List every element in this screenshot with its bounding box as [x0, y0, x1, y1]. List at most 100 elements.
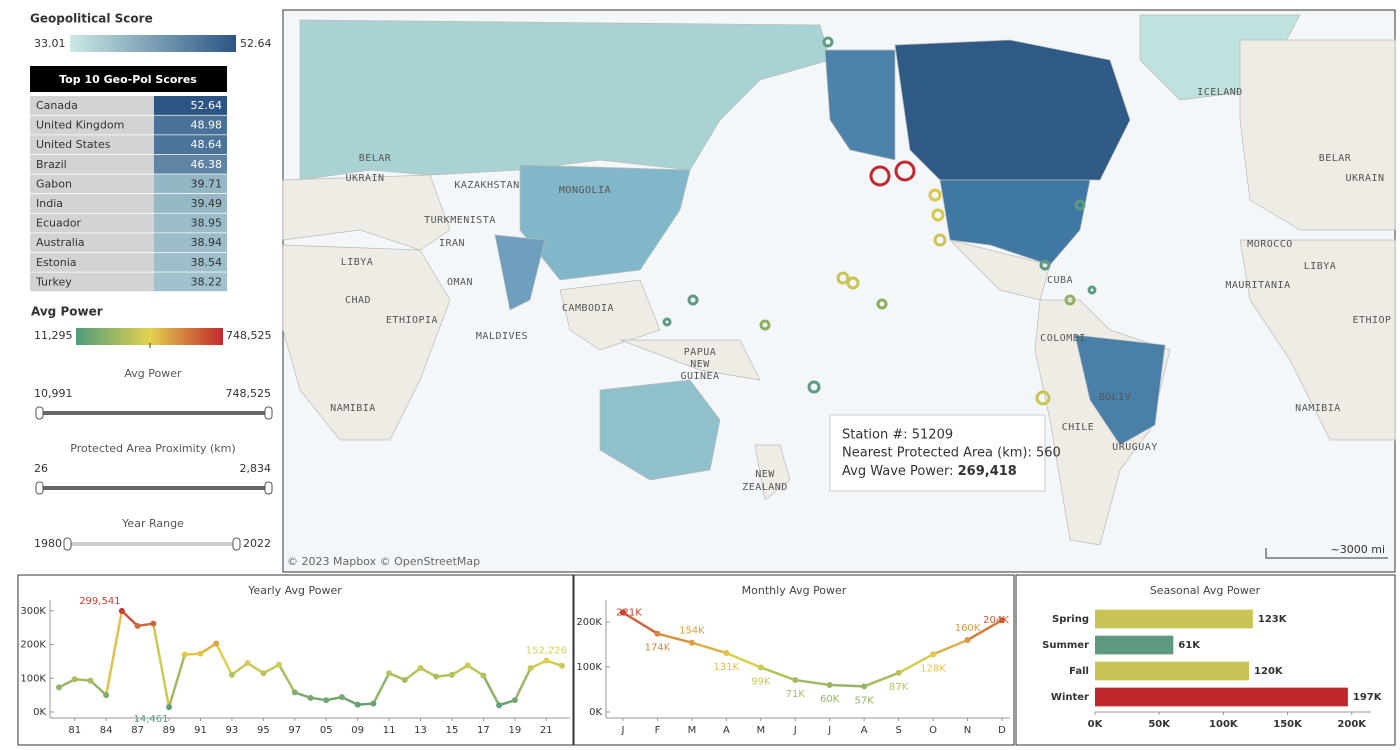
slider-handle[interactable]	[63, 537, 72, 551]
country-name: United Kingdom	[36, 119, 124, 132]
score-value: 39.49	[191, 197, 223, 210]
slider-handle[interactable]	[35, 481, 44, 495]
x-tick-label: 13	[414, 725, 427, 736]
line-segment	[467, 664, 485, 677]
y-tick-label: 200K	[20, 640, 46, 651]
tooltip-proximity: Nearest Protected Area (km): 560	[842, 446, 1061, 461]
geo-legend-max: 52.64	[240, 37, 272, 50]
geo-legend-min: 33.01	[34, 37, 66, 50]
map-label: ICELAND	[1197, 87, 1243, 98]
point	[496, 702, 503, 709]
x-tick-label: 89	[163, 725, 176, 736]
category-label: Winter	[1051, 692, 1089, 703]
value-label: 160K	[955, 623, 981, 634]
x-tick-label: 19	[508, 725, 521, 736]
score-value: 38.94	[191, 236, 223, 249]
point	[291, 689, 298, 696]
map-label: BELAR	[359, 153, 392, 164]
line-segment	[372, 672, 391, 705]
x-tick-label: J	[793, 725, 797, 736]
map-label: GUINEA	[680, 371, 719, 382]
map-label: IRAN	[439, 238, 465, 249]
scale-bar	[1265, 548, 1388, 559]
chart-title: Yearly Avg Power	[247, 584, 342, 597]
filter-max: 748,525	[226, 387, 272, 400]
y-tick-label: 0K	[33, 707, 46, 718]
x-tick-label: 84	[100, 725, 113, 736]
x-tick-label: 11	[383, 725, 396, 736]
score-cell	[154, 233, 227, 253]
value-label: 120K	[1254, 666, 1284, 677]
category-label: Fall	[1069, 666, 1089, 677]
score-value: 52.64	[191, 99, 223, 112]
tooltip-station: Station #: 51209	[842, 428, 953, 443]
slider-handle[interactable]	[264, 406, 273, 420]
score-cell	[154, 272, 227, 292]
line-segment	[451, 664, 469, 676]
x-tick-label: S	[895, 725, 901, 736]
map-label: ZEALAND	[742, 482, 788, 493]
value-label: 197K	[1353, 692, 1383, 703]
y-tick-label: 200K	[576, 617, 602, 628]
point	[244, 660, 251, 667]
map-label: MONGOLIA	[559, 185, 611, 196]
point	[464, 662, 471, 669]
value-label: 14,461	[134, 714, 169, 725]
filter-title: Year Range	[121, 517, 184, 530]
line-segment	[932, 638, 969, 656]
value-label: 60K	[820, 694, 840, 705]
map-label: LIBYA	[341, 257, 374, 268]
point	[964, 637, 971, 643]
x-tick-label: 91	[194, 725, 207, 736]
line-segment	[482, 674, 501, 706]
slider-handle[interactable]	[232, 537, 241, 551]
point	[999, 617, 1005, 624]
tooltip-box	[829, 414, 1046, 492]
x-tick-label: 05	[320, 725, 333, 736]
chart-title: Seasonal Avg Power	[1150, 584, 1261, 597]
line-segment	[277, 664, 296, 694]
score-cell	[154, 135, 227, 155]
y-tick-label: 0K	[589, 707, 602, 718]
power-legend-title: Avg Power	[31, 305, 103, 319]
map-label: LIBYA	[1304, 261, 1337, 272]
map-label: MOROCCO	[1247, 239, 1293, 250]
point	[433, 673, 440, 680]
point	[354, 701, 361, 708]
map-label: KAZAKHSTAN	[454, 180, 519, 191]
x-tick-label: 97	[288, 725, 301, 736]
slider-handle[interactable]	[264, 481, 273, 495]
map-attribution: © 2023 Mapbox © OpenStreetMap	[287, 555, 480, 568]
point	[71, 676, 78, 683]
point	[323, 697, 330, 704]
line-segment	[657, 632, 693, 644]
point	[417, 665, 424, 672]
point	[511, 697, 518, 704]
seasonal-frame	[1015, 574, 1396, 746]
yearly-frame	[17, 574, 574, 746]
x-tick-label: 17	[477, 725, 490, 736]
filter-min: 10,991	[34, 387, 73, 400]
score-cell	[154, 96, 227, 115]
x-tick-label: F	[655, 725, 661, 736]
value-label: 128K	[920, 663, 946, 674]
tooltip-power-label: Avg Wave Power:	[842, 464, 953, 479]
value-label: 152,226	[526, 646, 567, 657]
x-tick-label: 50K	[1148, 719, 1171, 730]
point	[930, 651, 937, 658]
score-cell	[154, 252, 227, 272]
point	[118, 607, 125, 614]
chart-title: Monthly Avg Power	[742, 584, 847, 597]
slider-handle[interactable]	[35, 406, 44, 420]
map-land	[282, 14, 1396, 546]
point	[338, 694, 345, 701]
monthly-frame	[573, 574, 1015, 746]
point	[654, 630, 661, 637]
map-label: ETHIOP	[1352, 315, 1391, 326]
map-label: ETHIOPIA	[386, 315, 438, 326]
line-segment	[167, 654, 186, 708]
point	[276, 661, 283, 668]
country-name: Australia	[36, 236, 85, 249]
map-label: NEW	[755, 469, 775, 480]
point	[166, 704, 173, 711]
